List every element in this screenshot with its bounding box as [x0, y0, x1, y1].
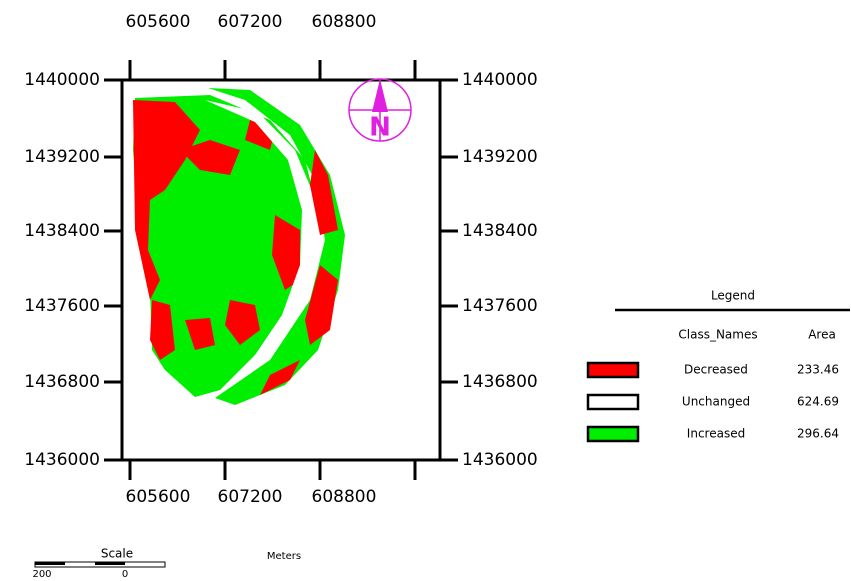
- legend-title: Legend: [711, 289, 755, 303]
- y-tick-label: 1439200: [24, 147, 100, 167]
- north-arrow: N: [348, 78, 412, 143]
- legend-swatch: [586, 393, 640, 411]
- scale-unit: Meters: [267, 551, 301, 562]
- x-tick-label: 608800: [312, 12, 377, 32]
- legend-name: Unchanged: [682, 395, 750, 409]
- change-raster: [133, 88, 345, 405]
- scale-label: 0: [122, 569, 128, 580]
- scale-bar: Scale 200 0 Meters: [32, 547, 301, 581]
- y-tick-label: 1437600: [462, 296, 538, 316]
- north-label: N: [369, 113, 391, 143]
- legend-area: 296.64: [797, 427, 839, 441]
- y-tick-label: 1436000: [462, 450, 538, 470]
- x-tick-label: 607200: [218, 12, 283, 32]
- y-tick-label: 1436800: [462, 372, 538, 392]
- legend-swatch: [586, 425, 640, 443]
- legend-area: 233.46: [797, 363, 839, 377]
- y-tick-label: 1438400: [24, 221, 100, 241]
- y-tick-label: 1440000: [462, 70, 538, 90]
- legend: Legend Class_Names Area: [615, 289, 850, 342]
- y-tick-label: 1437600: [24, 296, 100, 316]
- x-tick-label: 605600: [126, 487, 191, 507]
- legend-swatch: [586, 361, 640, 379]
- x-tick-label: 605600: [126, 12, 191, 32]
- legend-name: Decreased: [684, 363, 748, 377]
- scale-title: Scale: [101, 547, 133, 561]
- legend-header: Area: [808, 328, 836, 342]
- y-tick-label: 1436800: [24, 372, 100, 392]
- ticks: [104, 60, 458, 480]
- y-tick-label: 1439200: [462, 147, 538, 167]
- y-tick-label: 1436000: [24, 450, 100, 470]
- x-tick-label: 607200: [218, 487, 283, 507]
- y-tick-label: 1438400: [462, 221, 538, 241]
- legend-area: 624.69: [797, 395, 839, 409]
- x-tick-label: 608800: [312, 487, 377, 507]
- y-tick-label: 1440000: [24, 70, 100, 90]
- legend-header: Class_Names: [678, 328, 757, 342]
- legend-name: Increased: [687, 427, 745, 441]
- scale-label: 200: [32, 569, 51, 580]
